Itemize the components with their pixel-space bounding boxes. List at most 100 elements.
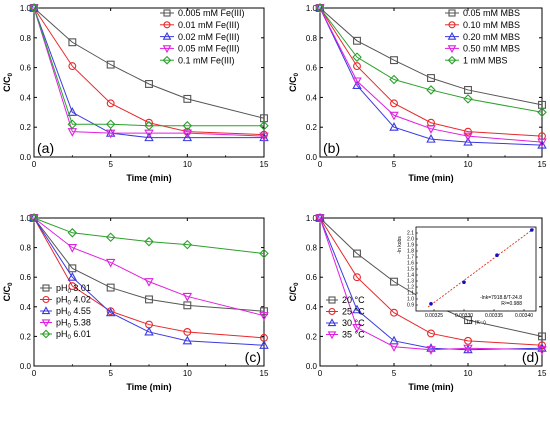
data-point bbox=[182, 239, 193, 250]
legend-label: 0.01 mM Fe(III) bbox=[178, 20, 240, 30]
x-tick-label: 5 bbox=[392, 369, 397, 378]
series-line bbox=[33, 7, 264, 139]
y-tick-label: 0.8 bbox=[20, 244, 32, 253]
data-point bbox=[105, 307, 116, 317]
inset-y-tick-label: 2.0 bbox=[407, 237, 414, 243]
panel-label: (b) bbox=[323, 140, 340, 156]
legend: 20 °C 25 °C30 °C 35 °C bbox=[326, 295, 365, 340]
inset-y-tick-label: 1.4 bbox=[407, 273, 414, 279]
legend-swatch-marker bbox=[447, 45, 457, 54]
legend-label: 0.1 mM Fe(III) bbox=[178, 55, 235, 65]
legend: 0.005 mM Fe(III) 0.01 mM Fe(III) 0.02 mM F… bbox=[160, 8, 245, 65]
series-3 bbox=[315, 214, 547, 355]
legend-item: 0.50 mM MBS bbox=[445, 44, 520, 54]
inset-y-tick-label: 1.1 bbox=[407, 291, 414, 297]
x-axis-label: Time (min) bbox=[126, 382, 171, 392]
y-tick-label: 1.0 bbox=[20, 4, 32, 13]
panel-label: (c) bbox=[245, 349, 261, 365]
x-tick-label: 10 bbox=[183, 369, 192, 378]
y-tick-label: 0.2 bbox=[20, 332, 32, 341]
inset-y-tick-label: 1.6 bbox=[407, 261, 414, 267]
series-2 bbox=[29, 212, 269, 349]
data-point bbox=[29, 213, 39, 223]
legend-item: 35 °C bbox=[326, 330, 365, 340]
data-point bbox=[106, 60, 115, 69]
legend-item: 0.02 mM Fe(III) bbox=[160, 32, 240, 42]
series-line bbox=[319, 217, 543, 351]
data-point bbox=[389, 343, 399, 352]
legend-item: 0.01 mM Fe(III) bbox=[160, 20, 240, 30]
y-tick-label: 0.6 bbox=[20, 64, 32, 73]
data-point bbox=[67, 244, 78, 253]
x-axis-label: Time (min) bbox=[408, 173, 453, 183]
data-point bbox=[353, 249, 361, 258]
data-point bbox=[105, 129, 116, 139]
data-point bbox=[144, 132, 154, 142]
data-point bbox=[537, 139, 547, 149]
x-tick-label: 0 bbox=[32, 369, 37, 378]
data-point bbox=[537, 346, 547, 355]
data-point bbox=[390, 56, 398, 65]
data-point bbox=[259, 312, 269, 321]
legend-label: pH0 3.01 bbox=[56, 283, 91, 295]
legend: 0.05 mM MBS 0.10 mM MBS 0.20 mM MBS 0.50 mM… bbox=[445, 8, 520, 65]
inset-y-tick-label: 0.9 bbox=[407, 303, 414, 309]
data-point bbox=[427, 329, 435, 338]
inset-x-tick-label: 0.00325 bbox=[425, 313, 443, 319]
legend-swatch-marker bbox=[448, 21, 456, 29]
legend-label: pH0 5.38 bbox=[56, 318, 91, 330]
inset-y-tick-label: 1.7 bbox=[407, 255, 414, 261]
data-point bbox=[105, 232, 116, 243]
chart-panel-d: 0 5 10 15 0.0 0.2 0.4 0.6 0.8 1.0 Time (min) C/C0 (d… bbox=[288, 212, 547, 392]
inset-data-point bbox=[530, 228, 534, 232]
inset-x-tick-label: 0.00340 bbox=[515, 313, 533, 319]
inset-y-tick-label: 1.3 bbox=[407, 279, 414, 285]
legend-label: 35 °C bbox=[342, 330, 365, 340]
data-point bbox=[68, 62, 77, 71]
series-1 bbox=[30, 214, 268, 342]
series-line bbox=[33, 217, 265, 312]
inset-x-axis-label: 1/T (K⁻¹) bbox=[466, 320, 486, 326]
legend-item: 1 mM MBS bbox=[445, 55, 508, 65]
inset-y-tick-label: 2.1 bbox=[407, 231, 414, 237]
legend-item: pH0 3.01 bbox=[40, 283, 91, 295]
legend-swatch-marker bbox=[42, 284, 50, 292]
series-3 bbox=[315, 4, 547, 148]
inset-x-tick-label: 0.00330 bbox=[455, 313, 473, 319]
data-point bbox=[390, 308, 398, 317]
inset-x-tick-label: 0.00335 bbox=[485, 313, 503, 319]
data-point bbox=[105, 119, 116, 129]
legend-swatch-marker bbox=[162, 45, 172, 54]
panel-label: (a) bbox=[37, 140, 54, 156]
inset-y-tick-label: 1.0 bbox=[407, 297, 414, 303]
data-point bbox=[538, 332, 546, 341]
data-point bbox=[182, 132, 193, 142]
inset-data-point bbox=[429, 302, 433, 306]
data-point bbox=[260, 307, 268, 316]
x-tick-label: 15 bbox=[538, 160, 547, 169]
data-point bbox=[352, 323, 362, 333]
series-line bbox=[319, 7, 543, 146]
data-point bbox=[183, 328, 192, 336]
data-point bbox=[352, 80, 362, 90]
data-point bbox=[144, 278, 154, 287]
y-axis-label: C/C0 bbox=[288, 282, 300, 302]
x-tick-label: 15 bbox=[538, 369, 547, 378]
legend-label: pH0 4.02 bbox=[56, 295, 91, 307]
data-point bbox=[67, 107, 78, 116]
data-point bbox=[390, 99, 398, 108]
data-point bbox=[145, 295, 153, 304]
inset-y-tick-label: 1.9 bbox=[407, 243, 414, 249]
data-point bbox=[352, 304, 362, 314]
legend-swatch-marker bbox=[328, 307, 336, 316]
series-line bbox=[33, 7, 265, 136]
x-tick-label: 5 bbox=[392, 160, 397, 169]
x-tick-label: 10 bbox=[464, 160, 473, 169]
y-tick-label: 0.0 bbox=[306, 362, 318, 371]
legend-item: 0.1 mM Fe(III) bbox=[160, 55, 235, 65]
series-line bbox=[319, 217, 543, 351]
y-axis-label: C/C0 bbox=[2, 72, 14, 92]
data-point bbox=[427, 74, 435, 82]
data-point bbox=[259, 340, 269, 349]
